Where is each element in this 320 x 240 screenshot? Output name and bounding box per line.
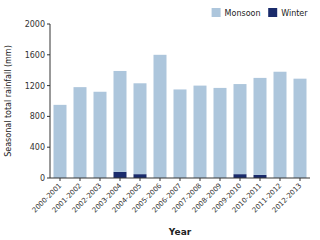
bar-segment — [294, 79, 307, 178]
y-tick-label: 2000 — [25, 20, 45, 29]
legend-swatch — [268, 8, 277, 17]
legend-label: Monsoon — [225, 9, 261, 18]
y-tick-label: 1600 — [25, 51, 45, 60]
bar-segment — [54, 105, 67, 178]
x-tick — [300, 178, 301, 181]
x-tick — [60, 178, 61, 181]
x-tick — [260, 178, 261, 181]
bar-segment — [114, 71, 127, 172]
bar-segment — [274, 72, 287, 178]
bar-segment — [214, 88, 227, 178]
x-tick — [220, 178, 221, 181]
bar-segment — [194, 86, 207, 178]
legend-swatch — [212, 8, 221, 17]
x-tick — [100, 178, 101, 181]
x-tick-label: 2012-2013 — [271, 182, 304, 215]
bar-segment — [114, 172, 127, 178]
x-tick — [120, 178, 121, 181]
bar-segment — [134, 174, 147, 178]
x-tick — [200, 178, 201, 181]
bar-segment — [254, 78, 267, 175]
x-tick — [140, 178, 141, 181]
legend: Monsoon Winter — [212, 8, 309, 18]
bar-segment — [154, 55, 167, 178]
bar-segment — [234, 84, 247, 174]
y-tick — [47, 24, 50, 25]
chart: 04008001200160020002000-20012001-2002200… — [0, 0, 320, 240]
x-tick — [240, 178, 241, 181]
y-tick — [47, 178, 50, 179]
bar-segment — [134, 83, 147, 174]
x-tick — [280, 178, 281, 181]
bar-segment — [94, 92, 107, 178]
legend-label: Winter — [281, 9, 308, 18]
bars — [54, 55, 307, 178]
y-axis — [50, 24, 51, 178]
x-tick — [180, 178, 181, 181]
y-tick — [47, 85, 50, 86]
y-tick — [47, 116, 50, 117]
y-axis-label: Seasonal total rainfall (mm) — [4, 45, 13, 157]
y-tick-label: 400 — [30, 143, 45, 152]
bar-segment — [234, 174, 247, 178]
y-tick-label: 0 — [40, 174, 45, 183]
bar-segment — [174, 89, 187, 178]
x-tick — [160, 178, 161, 181]
x-axis-label: Year — [168, 227, 192, 237]
y-tick-label: 1200 — [25, 82, 45, 91]
y-tick — [47, 54, 50, 55]
x-tick — [80, 178, 81, 181]
y-tick-label: 800 — [30, 112, 45, 121]
bar-segment — [74, 87, 87, 178]
y-tick — [47, 147, 50, 148]
